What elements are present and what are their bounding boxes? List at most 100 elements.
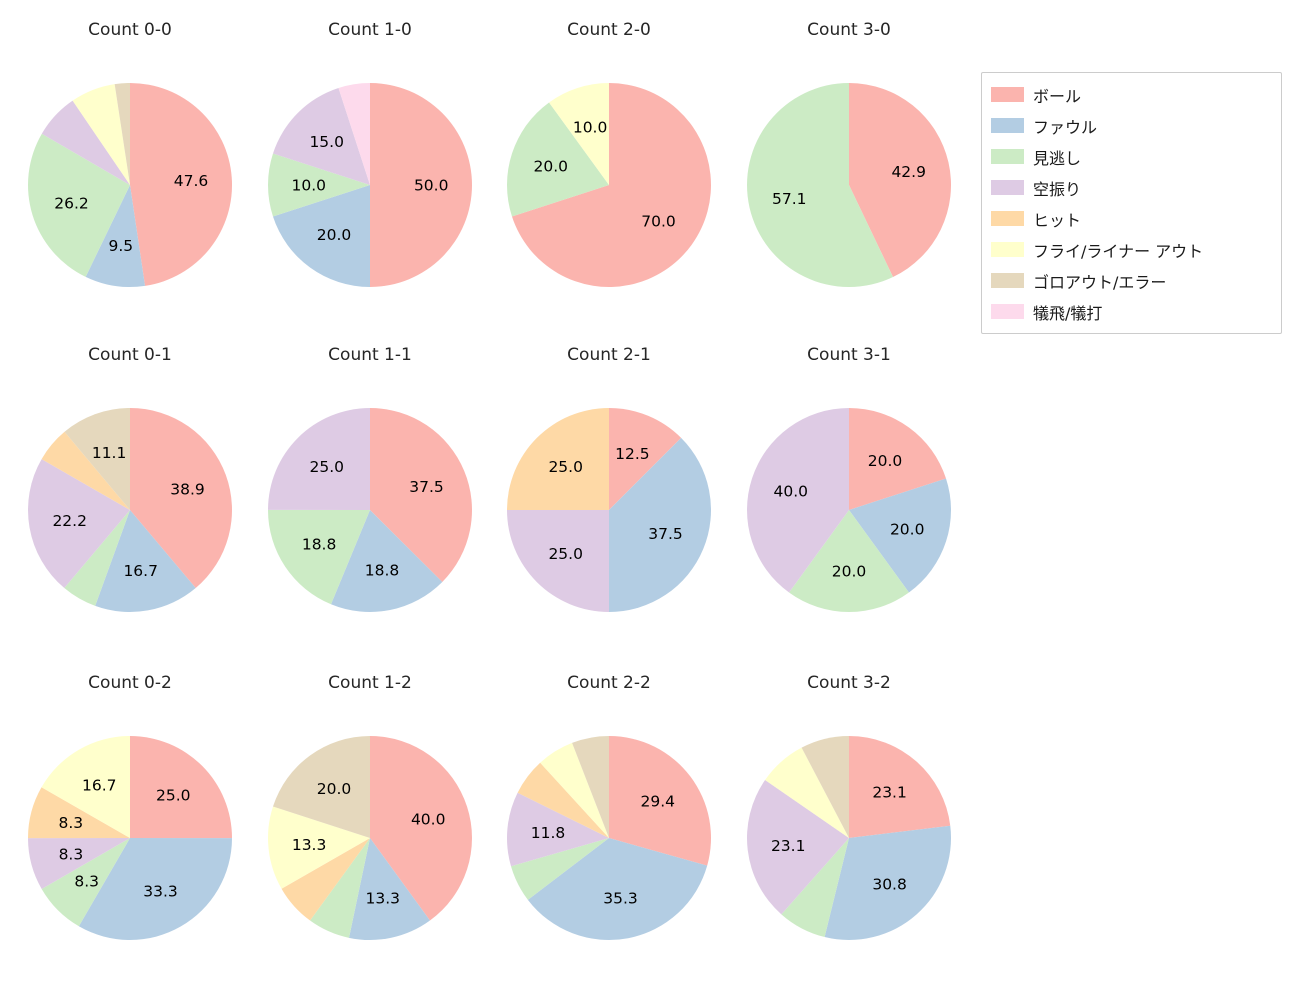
chart-title: Count 0-2 bbox=[88, 673, 172, 693]
pie-slice bbox=[28, 133, 130, 277]
pie-slice bbox=[130, 83, 233, 286]
pie-slice bbox=[41, 736, 131, 838]
pie-count-2-1: Count 2-1 12.5 37.5 25.0 25.0 bbox=[507, 345, 711, 612]
pie-count-0-0: Count 0-0 47.6 9.5 26.2 bbox=[28, 20, 233, 288]
percent-label: 9.5 bbox=[108, 237, 133, 255]
pie-slice bbox=[130, 408, 232, 589]
chart-title: Count 1-1 bbox=[328, 345, 412, 365]
pie-slice bbox=[747, 780, 849, 915]
percent-label: 25.0 bbox=[310, 458, 345, 476]
legend-item: 見逃し bbox=[982, 141, 1281, 172]
percent-label: 29.4 bbox=[641, 793, 676, 811]
pie-count-3-2: Count 3-2 23.1 30.8 23.1 bbox=[747, 673, 952, 941]
pie-slice bbox=[114, 83, 130, 185]
percent-label: 10.0 bbox=[573, 118, 608, 136]
pie-slice bbox=[849, 736, 951, 838]
percent-label: 11.8 bbox=[531, 824, 566, 842]
percent-label: 25.0 bbox=[548, 545, 583, 563]
percent-label: 47.6 bbox=[174, 172, 209, 190]
chart-title: Count 1-0 bbox=[328, 20, 412, 40]
pie-slice bbox=[85, 185, 146, 288]
pie-slice bbox=[267, 806, 370, 889]
percent-label: 20.0 bbox=[317, 226, 352, 244]
legend-item: 空振り bbox=[982, 172, 1281, 203]
percent-label: 15.0 bbox=[309, 133, 344, 151]
pie-slice bbox=[64, 510, 130, 606]
pie-slice bbox=[272, 185, 370, 287]
percent-label: 35.3 bbox=[603, 890, 638, 908]
pie-slice bbox=[41, 100, 130, 185]
legend-swatch bbox=[991, 118, 1024, 133]
pie-slice bbox=[95, 510, 196, 612]
pie-count-2-0: Count 2-0 70.0 20.0 10.0 bbox=[506, 20, 711, 288]
pie-count-3-0: Count 3-0 42.9 57.1 bbox=[747, 20, 952, 287]
pie-slice bbox=[849, 408, 947, 510]
pie-count-0-1: Count 0-1 38.9 16.7 22.2 11.1 bbox=[27, 345, 232, 612]
percent-label: 23.1 bbox=[771, 837, 806, 855]
pie-count-2-2: Count 2-2 29.4 35.3 11.8 bbox=[507, 673, 712, 940]
legend-swatch bbox=[991, 87, 1024, 102]
pie-slice bbox=[540, 742, 609, 838]
pie-slice bbox=[849, 478, 952, 593]
pie-slice bbox=[310, 838, 370, 938]
percent-label: 20.0 bbox=[317, 780, 352, 798]
pie-slice bbox=[507, 510, 609, 612]
percent-label: 20.0 bbox=[868, 452, 903, 470]
chart-title: Count 3-2 bbox=[807, 673, 891, 693]
percent-label: 23.1 bbox=[872, 784, 907, 802]
pie-slice bbox=[747, 408, 849, 593]
percent-label: 18.8 bbox=[365, 562, 400, 580]
percent-label: 8.3 bbox=[74, 873, 99, 891]
pie-slice bbox=[609, 437, 711, 612]
percent-label: 33.3 bbox=[143, 883, 178, 901]
percent-label: 25.0 bbox=[548, 458, 583, 476]
legend-item: 犠飛/犠打 bbox=[982, 296, 1281, 327]
pie-slice bbox=[506, 102, 609, 217]
pie-slice bbox=[272, 736, 370, 838]
percent-label: 8.3 bbox=[58, 814, 83, 832]
percent-label: 25.0 bbox=[156, 786, 191, 804]
legend-swatch bbox=[991, 242, 1024, 257]
legend-swatch bbox=[991, 180, 1024, 195]
pie-slice bbox=[27, 459, 130, 589]
legend-swatch bbox=[991, 273, 1024, 288]
legend-swatch bbox=[991, 211, 1024, 226]
pie-slice bbox=[507, 792, 609, 867]
percent-label: 42.9 bbox=[891, 163, 926, 181]
percent-label: 16.7 bbox=[123, 562, 158, 580]
chart-title: Count 2-2 bbox=[567, 673, 651, 693]
percent-label: 38.9 bbox=[170, 481, 205, 499]
percent-label: 70.0 bbox=[641, 213, 676, 231]
pie-slice bbox=[72, 84, 130, 185]
percent-label: 20.0 bbox=[890, 520, 925, 538]
chart-title: Count 0-0 bbox=[88, 20, 172, 40]
percent-label: 12.5 bbox=[615, 445, 650, 463]
pie-slice bbox=[517, 762, 609, 838]
legend-item: ヒット bbox=[982, 203, 1281, 234]
pie-slice bbox=[370, 736, 472, 921]
legend-swatch bbox=[991, 304, 1024, 319]
chart-title: Count 2-0 bbox=[567, 20, 651, 40]
percent-label: 13.3 bbox=[292, 836, 327, 854]
percent-label: 20.0 bbox=[832, 563, 867, 581]
percent-label: 50.0 bbox=[414, 177, 449, 195]
legend-label: ファウル bbox=[1033, 117, 1098, 137]
chart-title: Count 3-1 bbox=[807, 345, 891, 365]
pie-slice bbox=[331, 510, 443, 612]
pie-slice bbox=[41, 431, 130, 510]
legend-label: ボール bbox=[1033, 86, 1082, 106]
pie-count-1-1: Count 1-1 37.5 18.8 18.8 25.0 bbox=[267, 345, 472, 612]
legend-label: 犠飛/犠打 bbox=[1033, 303, 1103, 323]
percent-label: 40.0 bbox=[774, 483, 809, 501]
pie-slice bbox=[549, 83, 609, 185]
percent-label: 11.1 bbox=[92, 444, 127, 462]
chart-title: Count 3-0 bbox=[807, 20, 891, 40]
legend-label: 見逃し bbox=[1033, 148, 1082, 168]
percent-label: 37.5 bbox=[648, 525, 683, 543]
percent-label: 37.5 bbox=[409, 478, 444, 496]
pie-slice bbox=[370, 83, 472, 287]
pie-slice bbox=[272, 87, 370, 185]
legend-label: ヒット bbox=[1033, 210, 1082, 230]
